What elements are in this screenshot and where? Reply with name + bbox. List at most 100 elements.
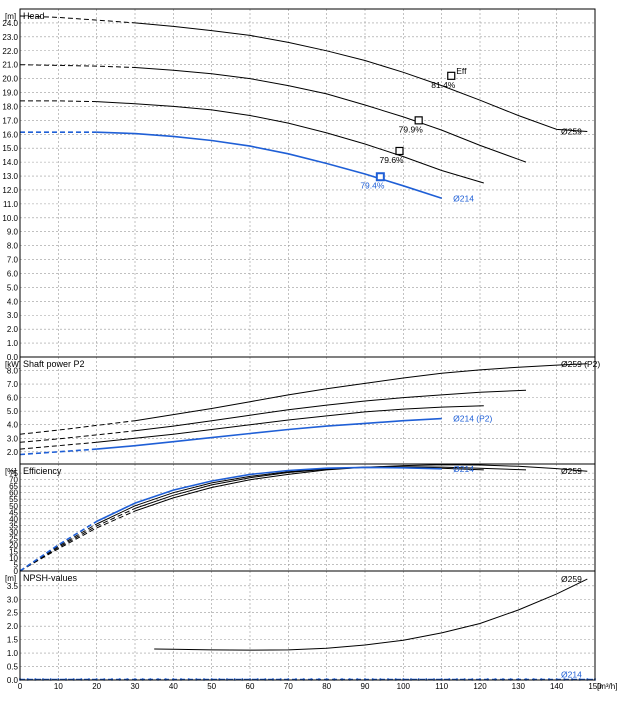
eff-y-tick-label: 15 xyxy=(9,547,18,556)
npsh-y-tick-label: 1.0 xyxy=(7,649,19,658)
head-y-tick-label: 22.0 xyxy=(2,47,18,56)
head-panel-title: Head xyxy=(23,11,45,21)
eff-y-tick-label: 10 xyxy=(9,554,18,563)
npsh-baseline-marker xyxy=(49,678,52,681)
x-tick-label: 70 xyxy=(284,682,293,691)
npsh-baseline-marker xyxy=(95,678,98,681)
npsh-curve-label: Ø214 xyxy=(561,670,582,680)
duty-point-efficiency-label: 79.6% xyxy=(380,155,405,165)
npsh-baseline-marker xyxy=(486,678,489,681)
head-curve-3 xyxy=(96,131,442,200)
frames-layer xyxy=(19,8,596,681)
npsh-baseline-marker xyxy=(26,678,29,681)
head-curve-0-dashed xyxy=(19,15,136,24)
x-tick-label: 100 xyxy=(397,682,411,691)
head-y-tick-label: 24.0 xyxy=(2,19,18,28)
npsh-baseline-marker xyxy=(164,678,167,681)
npsh-baseline-marker xyxy=(563,678,566,681)
npsh-baseline-marker xyxy=(195,678,198,681)
head-curve-1-dashed xyxy=(19,64,136,68)
head-curve-2 xyxy=(96,101,484,184)
npsh-baseline-marker xyxy=(287,678,290,681)
npsh-baseline-marker xyxy=(172,678,175,681)
head-y-tick-label: 19.0 xyxy=(2,89,18,98)
npsh-baseline-marker xyxy=(65,678,67,681)
npsh-baseline-marker xyxy=(509,678,512,681)
power-curve-label: Ø259 (P2) xyxy=(561,359,600,369)
power-curve-0 xyxy=(134,363,588,422)
head-y-tick-label: 3.0 xyxy=(7,311,19,320)
head-y-tick-label: 0.0 xyxy=(7,353,19,362)
head-panel-frame xyxy=(19,8,596,358)
power-y-tick-label: 8.0 xyxy=(7,367,19,376)
grid-layer xyxy=(20,9,595,680)
eff-y-tick-label: 0 xyxy=(14,567,19,576)
x-tick-label: 110 xyxy=(435,682,448,691)
npsh-baseline-marker xyxy=(57,678,60,681)
x-tick-label: 50 xyxy=(207,682,216,691)
text-layer: 0.0 1.0 2.0 3.0 4.0 5.0 6.0 7.0 8.0 9.0 10.0 11.0 12… xyxy=(2,11,617,691)
power-curve-0-dashed xyxy=(19,420,136,435)
head-y-tick-label: 23.0 xyxy=(2,33,18,42)
npsh-baseline-marker xyxy=(371,678,374,681)
npsh-baseline-marker xyxy=(80,678,83,681)
eff-y-tick-label: 70 xyxy=(9,476,18,485)
head-y-tick-label: 8.0 xyxy=(7,242,19,251)
npsh-baseline-marker xyxy=(233,678,236,681)
eff-unit-label: [%] xyxy=(5,467,17,476)
npsh-baseline-marker xyxy=(532,678,535,681)
head-y-tick-label: 10.0 xyxy=(2,214,18,223)
npsh-baseline-marker xyxy=(111,678,113,681)
npsh-baseline-marker xyxy=(295,678,297,681)
npsh-baseline-marker xyxy=(134,678,136,681)
eff-y-tick-label: 20 xyxy=(9,541,18,550)
eff-curve-3-dashed xyxy=(19,520,98,572)
head-y-tick-label: 18.0 xyxy=(2,102,18,111)
duty-point-marker xyxy=(395,146,404,156)
npsh-baseline-marker xyxy=(241,678,244,681)
npsh-baseline-marker xyxy=(525,678,527,681)
eff-y-tick-label: 25 xyxy=(9,534,18,543)
duty-point-marker xyxy=(375,172,385,182)
head-y-tick-label: 14.0 xyxy=(2,158,18,167)
npsh-y-tick-label: 2.0 xyxy=(7,622,19,631)
npsh-baseline-marker xyxy=(379,678,382,681)
npsh-y-tick-label: 0.0 xyxy=(7,676,19,685)
x-tick-label: 90 xyxy=(361,682,370,691)
eff-y-tick-label: 5 xyxy=(14,560,19,569)
x-tick-label: 120 xyxy=(473,682,487,691)
npsh-baseline-marker xyxy=(387,678,389,681)
npsh-baseline-marker xyxy=(72,678,75,681)
eff-curve-0 xyxy=(134,464,588,512)
npsh-baseline-marker xyxy=(471,678,474,681)
head-curve-0 xyxy=(134,22,588,132)
npsh-y-tick-label: 0.5 xyxy=(7,663,19,672)
npsh-baseline-marker xyxy=(187,678,190,681)
eff-y-tick-label: 30 xyxy=(9,528,18,537)
x-unit-label: [m³/h] xyxy=(597,682,617,691)
duty-point-efficiency-label: 79.9% xyxy=(399,124,424,134)
eff-curve-label: Ø214 xyxy=(453,464,474,474)
head-y-tick-label: 16.0 xyxy=(2,130,18,139)
npsh-baseline-marker xyxy=(126,678,129,681)
npsh-baseline-marker xyxy=(410,678,412,681)
eff-curve-1-dashed xyxy=(19,507,136,572)
npsh-baseline-marker xyxy=(249,678,251,681)
x-tick-label: 0 xyxy=(18,682,23,691)
head-y-tick-label: 9.0 xyxy=(7,228,19,237)
eff-y-tick-label: 45 xyxy=(9,508,18,517)
npsh-baseline-marker xyxy=(425,678,428,681)
eff-curve-label: Ø259 xyxy=(561,466,582,476)
head-y-tick-label: 2.0 xyxy=(7,325,19,334)
npsh-baseline-marker xyxy=(502,678,504,681)
eff-curve-0-dashed xyxy=(19,510,136,572)
npsh-baseline-marker xyxy=(325,678,328,681)
npsh-y-tick-label: 2.5 xyxy=(7,609,19,618)
power-y-tick-label: 6.0 xyxy=(7,394,19,403)
npsh-baseline-marker xyxy=(578,678,581,681)
duty-point-marker xyxy=(447,71,456,80)
power-curve-3 xyxy=(96,417,442,450)
npsh-baseline-marker xyxy=(42,678,44,681)
eff-panel-title: Efficiency xyxy=(23,466,62,476)
